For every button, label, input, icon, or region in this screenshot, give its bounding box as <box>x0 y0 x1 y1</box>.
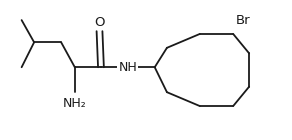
Text: NH₂: NH₂ <box>63 97 87 110</box>
Text: Br: Br <box>236 14 251 27</box>
Text: NH: NH <box>118 61 137 74</box>
Text: O: O <box>94 16 105 29</box>
